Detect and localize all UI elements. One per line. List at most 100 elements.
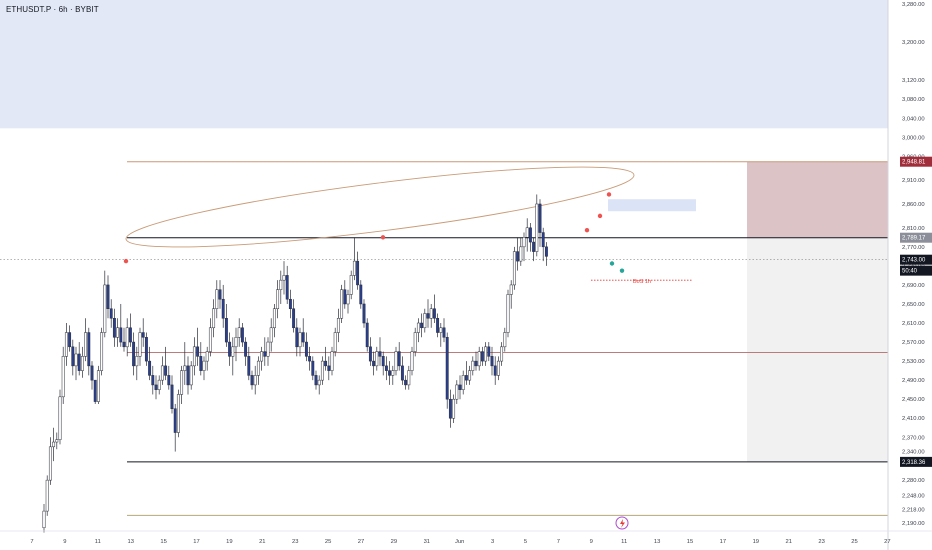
candle-body [144,337,148,362]
candle-body [538,203,542,233]
candle-body [487,346,491,357]
candle-body [253,375,257,386]
candle-body [77,353,81,371]
y-tick-label: 2,340.00 [902,450,925,456]
candle-body [266,341,270,357]
price-label-box [900,265,932,276]
candle-body [365,322,369,348]
y-tick-label: 3,000.00 [902,135,925,141]
candle-body [256,360,260,376]
candle-body [448,398,452,419]
x-tick-label: 27 [358,539,364,545]
candle-body [442,327,446,338]
candle-body [436,318,440,333]
candle-body [404,379,408,386]
x-tick-label: 17 [720,539,726,545]
candle-body [541,232,545,248]
candle-body [58,396,62,440]
candle-body [525,227,529,238]
x-tick-label: Jun [455,539,464,545]
y-tick-label: 2,770.00 [902,245,925,251]
candle-body [308,356,312,362]
candle-body [420,322,424,329]
y-tick-label: 2,218.00 [902,508,925,514]
candle-body [240,327,244,343]
candle-body [269,327,273,343]
x-tick-label: 3 [491,539,494,545]
candle-body [528,227,532,243]
candle-body [119,327,123,343]
y-tick-label: 2,860.00 [902,202,925,208]
candle-body [125,327,129,348]
candle-body [80,356,84,371]
candle-body [397,351,401,367]
y-tick-label: 2,810.00 [902,226,925,232]
candle-body [327,365,331,371]
candle-body [176,394,180,433]
candle-body [426,313,430,319]
price-label-box [900,232,932,243]
candle-body [237,327,241,338]
candle-body [407,370,411,386]
candle-body [116,327,120,338]
candle-body [304,341,308,357]
y-tick-label: 2,610.00 [902,321,925,327]
x-tick-label: 19 [226,539,232,545]
candle-body [148,360,152,376]
candle-body [484,346,488,362]
candle-body [52,441,56,448]
candle-body [260,351,264,362]
candle-body [288,298,292,309]
price-label-box [900,254,932,265]
candle-body [368,346,372,362]
x-tick-label: 31 [424,539,430,545]
candle-body [103,284,107,333]
candle-body [381,356,385,367]
candle-body [141,332,145,338]
y-tick-label: 2,248.00 [902,493,925,499]
candle-body [455,384,459,400]
candle-body [471,360,475,371]
candle-body [452,398,456,419]
candle-body [138,332,142,357]
candle-body [106,284,110,309]
y-tick-label: 2,650.00 [902,302,925,308]
candle-body [45,479,49,512]
x-tick-label: 11 [95,539,101,545]
candle-body [301,332,305,343]
y-tick-label: 3,120.00 [902,78,925,84]
candle-body [295,327,299,348]
candle-body [218,289,222,300]
candle-body [96,370,100,402]
price-label-countdown: 50:40 [902,269,918,275]
candle-body [400,365,404,381]
stop-zone [747,237,888,462]
candle-body [48,446,52,481]
candle-body [423,313,427,329]
candle-body [215,289,219,309]
candle-body [439,327,443,333]
candle-body [157,379,161,390]
candle-body [480,351,484,362]
high-point-dot [584,227,590,233]
candle-body [244,341,248,357]
price-label-target: 2,948.81 [902,160,926,166]
x-tick-label: 29 [391,539,397,545]
candle-body [189,365,193,386]
y-tick-label: 3,200.00 [902,40,925,46]
candle-body [212,308,216,329]
candle-body [224,318,228,343]
y-tick-label: 2,490.00 [902,378,925,384]
candle-body [506,294,510,333]
price-label-current: 2,743.00 [902,258,926,264]
x-tick-label: 13 [654,539,660,545]
y-tick-label: 3,280.00 [902,2,925,8]
candle-body [205,351,209,362]
candle-body [109,308,113,319]
candle-body [160,365,164,381]
candle-body [164,365,168,376]
x-tick-label: 11 [621,539,627,545]
candle-body [186,365,190,386]
candle-body [183,365,187,371]
